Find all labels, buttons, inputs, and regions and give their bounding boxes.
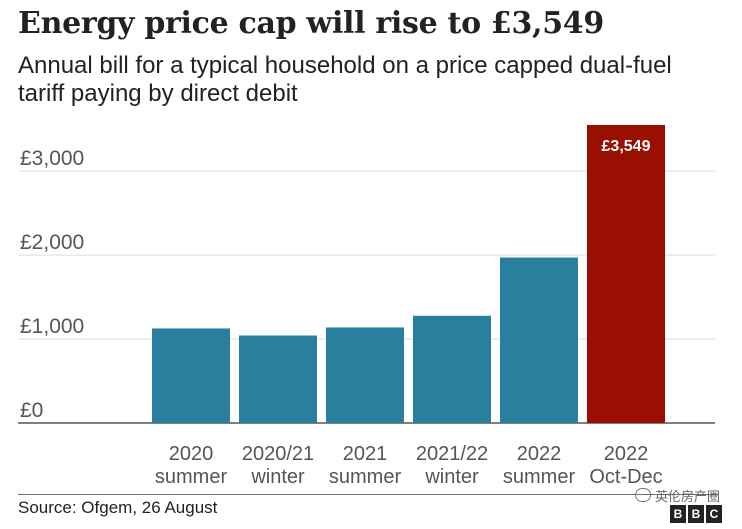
x-tick-label: 2022 <box>604 443 649 465</box>
x-tick-label: 2020 <box>169 443 214 465</box>
x-tick-label: summer <box>503 466 576 488</box>
bar <box>326 327 404 423</box>
data-label: £3,549 <box>602 138 651 155</box>
logo-letter: B <box>670 505 686 523</box>
chart-subtitle: Annual bill for a typical household on a… <box>18 52 672 107</box>
bar <box>587 125 665 423</box>
bar <box>500 257 578 423</box>
x-tick-label: summer <box>329 466 402 488</box>
x-tick-label: winter <box>424 466 479 488</box>
watermark-text: 英伦房产圈 <box>654 489 720 504</box>
watermark: 英伦房产圈 <box>634 486 720 505</box>
x-tick-label: 2020/21 <box>242 443 314 465</box>
chart-title: Energy price cap will rise to £3,549 <box>18 6 604 41</box>
bar <box>413 315 491 423</box>
logo-letter: C <box>706 505 722 523</box>
y-tick-label: £0 <box>20 399 43 422</box>
y-tick-label: £1,000 <box>20 315 84 338</box>
x-tick-label: 2021/22 <box>416 443 488 465</box>
bbc-logo: B B C <box>670 505 722 523</box>
x-tick-label: Oct-Dec <box>589 466 662 488</box>
source-divider <box>18 494 718 495</box>
x-tick-label: summer <box>155 466 228 488</box>
y-tick-label: £3,000 <box>20 147 84 170</box>
bar <box>239 335 317 423</box>
logo-letter: B <box>688 505 704 523</box>
wechat-icon <box>634 488 651 502</box>
y-tick-label: £2,000 <box>20 231 84 254</box>
source-note: Source: Ofgem, 26 August <box>18 498 218 517</box>
bar <box>152 328 230 423</box>
x-tick-label: 2022 <box>517 443 562 465</box>
x-tick-label: 2021 <box>343 443 388 465</box>
x-tick-label: winter <box>250 466 305 488</box>
